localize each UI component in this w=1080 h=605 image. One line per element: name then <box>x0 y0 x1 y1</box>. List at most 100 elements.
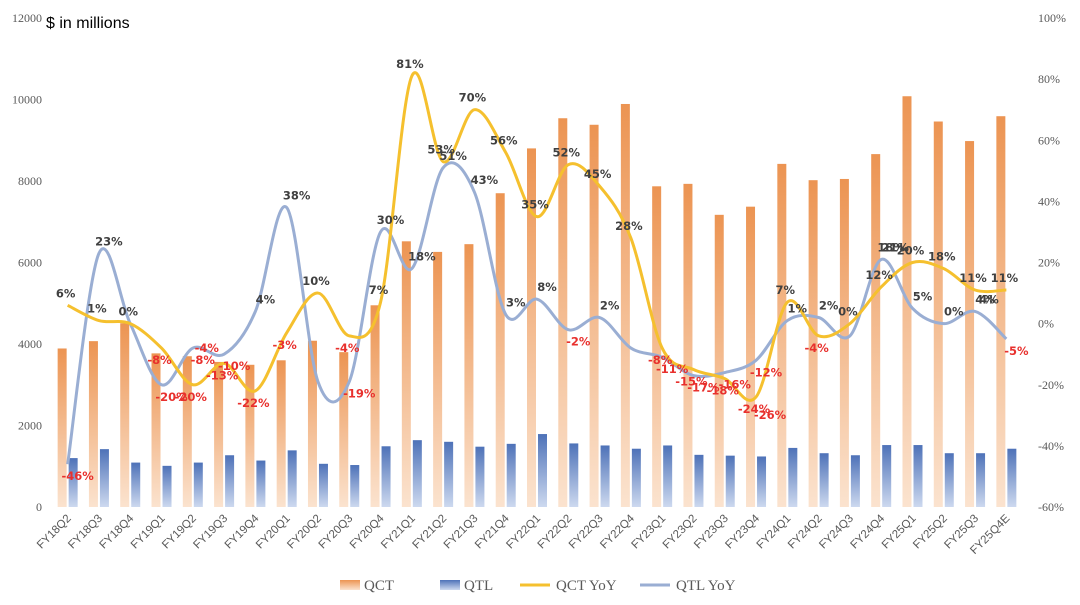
qct-yoy-label: 11% <box>959 271 987 285</box>
qtl-bar <box>850 455 860 507</box>
qtl-bar <box>694 454 704 507</box>
qtl-bar <box>976 453 986 507</box>
qtl-bar <box>569 443 579 507</box>
qct-yoy-label: -4% <box>804 341 829 355</box>
legend-label: QTL YoY <box>676 578 736 594</box>
qct-bar <box>214 361 224 507</box>
legend-swatch <box>340 580 360 590</box>
qtl-yoy-label: 4% <box>256 292 276 306</box>
qct-bar <box>652 186 662 508</box>
right-tick-label: -40% <box>1038 439 1064 453</box>
qct-bar <box>182 356 192 507</box>
extra-point-label: 21% <box>881 240 909 254</box>
qct-yoy-label: -8% <box>147 353 172 367</box>
legend-label: QTL <box>464 578 493 594</box>
bars-group <box>57 96 1017 508</box>
qtl-bar <box>757 456 767 507</box>
qtl-bar <box>475 446 485 507</box>
qct-bar <box>495 193 505 507</box>
qtl-yoy-label: -17% <box>687 381 720 395</box>
qct-yoy-label: 56% <box>490 133 518 147</box>
qtl-bar <box>350 465 360 507</box>
left-y-axis: 0 2000 4000 6000 8000 10000 12000 <box>12 11 42 514</box>
right-tick-label: 80% <box>1038 72 1060 86</box>
qct-bar <box>370 305 380 507</box>
qct-yoy-label: -15% <box>675 374 708 388</box>
right-tick-label: 40% <box>1038 194 1060 208</box>
qtl-yoy-line <box>66 161 1008 465</box>
qtl-yoy-label: -20% <box>155 390 188 404</box>
qtl-yoy-label: 18% <box>877 240 905 254</box>
qtl-bar <box>663 445 673 507</box>
qtl-bar <box>131 462 141 507</box>
qct-yoy-label: -24% <box>738 402 771 416</box>
qct-bar <box>245 364 255 507</box>
qtl-yoy-label: 8% <box>537 280 557 294</box>
qtl-bar <box>913 445 923 507</box>
qct-yoy-label: 28% <box>615 219 643 233</box>
qtl-bar <box>444 441 454 507</box>
unit-label: $ in millions <box>46 15 130 32</box>
qtl-bar <box>193 462 203 507</box>
qct-bar <box>276 360 286 507</box>
qtl-yoy-label: -8% <box>191 353 216 367</box>
qtl-bar <box>68 458 78 507</box>
right-tick-label: 100% <box>1038 11 1066 25</box>
qct-yoy-label: 11% <box>991 271 1019 285</box>
qtl-bar <box>631 448 641 507</box>
left-tick-label: 4000 <box>18 337 42 351</box>
qct-yoy-label: 70% <box>459 91 487 105</box>
qct-bar <box>808 180 818 507</box>
legend: QCT QTL QCT YoY QTL YoY <box>340 578 736 594</box>
left-tick-label: 2000 <box>18 419 42 433</box>
legend-label: QCT YoY <box>556 578 617 594</box>
qtl-bar <box>162 465 172 507</box>
qct-yoy-label: -22% <box>237 396 270 410</box>
left-tick-label: 12000 <box>12 11 42 25</box>
qct-bar <box>307 340 317 507</box>
qct-yoy-label: 0% <box>118 305 138 319</box>
qtl-bar <box>1007 448 1017 507</box>
qct-bar <box>527 148 536 507</box>
qct-yoy-label: 1% <box>87 302 107 316</box>
qtl-yoy-label: -46% <box>61 469 94 483</box>
qtl-yoy-label: -10% <box>218 359 251 373</box>
qtl-bar <box>882 445 892 507</box>
qtl-yoy-label: 2% <box>819 299 839 313</box>
qct-bar <box>871 154 881 508</box>
legend-swatch <box>440 580 460 590</box>
qtl-yoy-label: 30% <box>377 213 405 227</box>
qtl-yoy-label: -19% <box>343 387 376 401</box>
qct-bar <box>120 323 130 507</box>
right-y-axis: -60% -40% -20% 0% 20% 40% 60% 80% 100% <box>1038 11 1066 514</box>
qct-yoy-label: -20% <box>175 390 208 404</box>
qct-yoy-label: -8% <box>648 353 673 367</box>
qct-bar <box>558 118 568 508</box>
qtl-yoy-label: -5% <box>1004 344 1029 358</box>
lines-group <box>66 71 1008 465</box>
qtl-yoy-label: -16% <box>719 378 752 392</box>
qct-bar <box>933 121 943 507</box>
qct-bar <box>57 348 67 507</box>
qct-yoy-label: 53% <box>427 143 455 157</box>
qct-bar <box>965 141 975 507</box>
qtl-bar <box>412 440 422 507</box>
qct-yoy-label: 10% <box>302 274 330 288</box>
qct-bar <box>683 183 693 508</box>
qtl-bar <box>381 446 391 507</box>
qtl-yoy-label: 51% <box>439 149 467 163</box>
qtl-yoy-label: 43% <box>471 173 499 187</box>
qct-yoy-label: 7% <box>369 283 389 297</box>
qtl-yoy-label: 18% <box>408 250 436 264</box>
point-labels-group: 6% 1% 0% -8% -20% -13% -22% -3% 10% -4% 7% 81% 53% 70… <box>56 57 1029 483</box>
qct-bar <box>401 241 411 507</box>
qct-yoy-label: 20% <box>897 244 925 258</box>
qct-bar <box>620 103 630 508</box>
qct-yoy-label: -4% <box>335 341 360 355</box>
qct-bar <box>777 163 787 507</box>
qct-bar <box>746 206 756 508</box>
right-tick-label: 20% <box>1038 256 1060 270</box>
left-tick-label: 0 <box>36 500 42 514</box>
qct-yoy-label: 45% <box>584 167 612 181</box>
extra-point-label: -4% <box>195 341 220 355</box>
